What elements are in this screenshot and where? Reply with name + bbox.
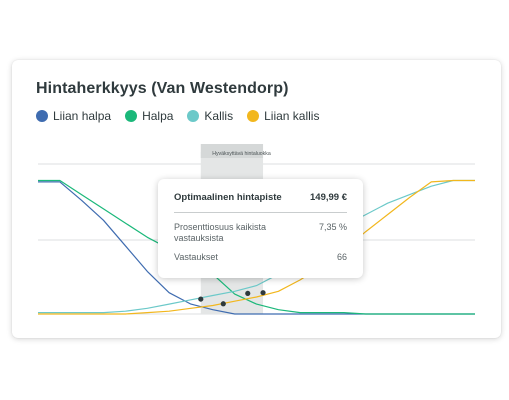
legend-item-kallis[interactable]: Kallis [187, 109, 233, 123]
tooltip-header: Optimaalinen hintapiste 149,99 € [174, 192, 347, 203]
legend-label-liian-kallis: Liian kallis [264, 109, 320, 123]
series-line-1 [38, 179, 475, 315]
tooltip-row-label: Vastaukset [174, 252, 218, 262]
legend-label-halpa: Halpa [142, 109, 174, 123]
legend-swatch-liian-kallis [247, 110, 260, 122]
intersection-point [260, 290, 266, 296]
tooltip-title: Optimaalinen hintapiste [174, 192, 282, 203]
tooltip-row-value: 66 [336, 252, 347, 262]
tooltip-row: Vastaukset 66 [174, 252, 347, 263]
legend-swatch-kallis [187, 110, 200, 122]
series-line-2 [38, 179, 475, 314]
chart-card: Hintaherkkyys (Van Westendorp) Liian hal… [12, 60, 501, 338]
chart-title: Hintaherkkyys (Van Westendorp) [36, 80, 289, 97]
intersection-point [245, 290, 251, 297]
tooltip-title-value: 149,99 € [310, 192, 347, 203]
tooltip-row: Prosenttiosuus kaikista vastauksista 7,3… [174, 222, 347, 244]
legend-item-liian-halpa[interactable]: Liian halpa [36, 109, 111, 123]
legend-label-kallis: Kallis [204, 109, 234, 123]
legend-swatch-liian-halpa [36, 110, 48, 122]
legend-label-liian-halpa: Liian halpa [53, 109, 112, 123]
tooltip: Optimaalinen hintapiste 149,99 € Prosent… [158, 179, 363, 278]
legend-item-liian-kallis[interactable]: Liian kallis [247, 109, 319, 123]
legend: Liian halpa Halpa Kallis Liian kallis [36, 109, 333, 123]
tooltip-row-label: Prosenttiosuus kaikista vastauksista [174, 222, 267, 243]
intersection-point [198, 296, 204, 302]
tooltip-divider [174, 212, 347, 213]
intersection-point [220, 301, 226, 307]
series-line-3 [38, 179, 475, 315]
legend-swatch-halpa [125, 110, 138, 122]
legend-item-halpa[interactable]: Halpa [125, 109, 173, 123]
acceptable-range-header [200, 144, 264, 158]
tooltip-row-value: 7,35 % [318, 222, 347, 232]
acceptable-range-label: Hyväksyttävä hintaluokka [212, 151, 271, 157]
